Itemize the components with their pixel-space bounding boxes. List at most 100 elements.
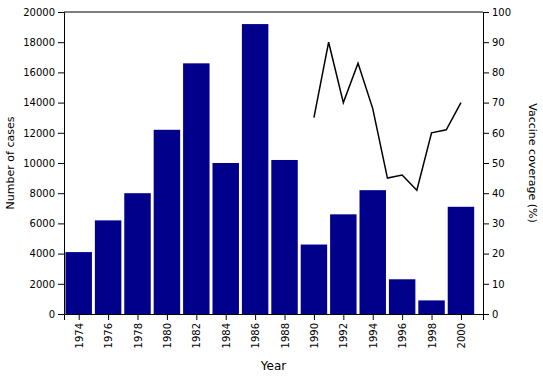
tick: 70 xyxy=(483,97,505,108)
tick: 20 xyxy=(483,248,505,259)
tick: 50 xyxy=(483,158,505,169)
bar xyxy=(271,160,297,314)
tick-mark xyxy=(58,42,64,43)
x-axis-line xyxy=(65,315,484,321)
tick: 100 xyxy=(483,7,511,18)
tick-label: 40 xyxy=(492,188,505,199)
y2-axis-title: Vaccine coverage (%) xyxy=(526,103,539,222)
tick: 1984 xyxy=(221,314,232,348)
tick: 1978 xyxy=(133,314,144,348)
bar xyxy=(124,193,150,314)
tick-mark xyxy=(58,133,64,134)
tick-label: 2000 xyxy=(30,279,55,290)
y-axis-line xyxy=(58,13,65,315)
tick-mark xyxy=(343,314,344,320)
tick: 1980 xyxy=(162,314,173,348)
tick: 2000 xyxy=(456,314,467,348)
bar xyxy=(95,220,121,314)
tick: 30 xyxy=(483,218,505,229)
tick-mark xyxy=(58,223,64,224)
tick: 0 xyxy=(49,309,64,320)
tick-mark xyxy=(285,314,286,320)
tick: 10 xyxy=(483,279,505,290)
tick: 1988 xyxy=(280,314,291,348)
tick-mark xyxy=(58,314,64,315)
bar xyxy=(212,163,238,314)
tick-label: 1986 xyxy=(250,323,261,348)
tick-mark xyxy=(373,314,374,320)
tick: 1982 xyxy=(191,314,202,348)
tick: 1994 xyxy=(368,314,379,348)
tick-mark xyxy=(483,223,489,224)
bar-series xyxy=(65,24,474,314)
tick-mark xyxy=(58,72,64,73)
tick-label: 20 xyxy=(492,248,505,259)
bar xyxy=(183,63,209,314)
tick-label: 60 xyxy=(492,128,505,139)
tick-label: 50 xyxy=(492,158,505,169)
tick-label: 100 xyxy=(492,7,511,18)
bar xyxy=(389,279,415,314)
tick: 0 xyxy=(483,309,498,320)
y-axis: 0 2000 4000 6000 8000 10000 12000 14000 16000 180… xyxy=(23,7,64,320)
tick-label: 14000 xyxy=(23,97,55,108)
tick: 80 xyxy=(483,67,505,78)
bar xyxy=(65,252,91,314)
tick-label: 0 xyxy=(49,309,55,320)
tick-label: 4000 xyxy=(30,248,55,259)
tick-label: 1996 xyxy=(397,323,408,348)
tick: 1996 xyxy=(397,314,408,348)
tick: 20000 xyxy=(23,7,64,18)
tick-mark xyxy=(58,254,64,255)
tick-mark xyxy=(461,314,462,320)
tick: 16000 xyxy=(23,67,64,78)
tick-mark xyxy=(226,314,227,320)
tick-label: 0 xyxy=(492,309,498,320)
y2-axis: 0102030405060708090100 xyxy=(483,7,511,320)
tick-label: 20000 xyxy=(23,7,55,18)
tick: 6000 xyxy=(30,218,64,229)
tick: 18000 xyxy=(23,37,64,48)
tick-label: 12000 xyxy=(23,128,55,139)
y-axis-title: Number of cases xyxy=(4,116,17,209)
tick-mark xyxy=(58,103,64,104)
tick-mark xyxy=(483,42,489,43)
tick-label: 1984 xyxy=(221,323,232,348)
tick-label: 1980 xyxy=(162,323,173,348)
tick: 1998 xyxy=(427,314,438,348)
tick: 40 xyxy=(483,188,505,199)
tick: 8000 xyxy=(30,188,64,199)
tick-mark xyxy=(108,314,109,320)
tick-mark xyxy=(483,314,489,315)
tick-label: 1976 xyxy=(103,323,114,348)
bar xyxy=(418,300,444,314)
tick-label: 1978 xyxy=(133,323,144,348)
tick-mark xyxy=(314,314,315,320)
tick-label: 18000 xyxy=(23,37,55,48)
tick-mark xyxy=(167,314,168,320)
y2-axis-line xyxy=(484,13,490,315)
line xyxy=(314,42,461,190)
tick-label: 10 xyxy=(492,279,505,290)
bar xyxy=(154,130,180,314)
tick-label: 1974 xyxy=(74,323,85,348)
tick-mark xyxy=(58,284,64,285)
tick-mark xyxy=(483,12,489,13)
tick-mark xyxy=(432,314,433,320)
tick: 1990 xyxy=(309,314,320,348)
tick-mark xyxy=(483,72,489,73)
tick: 10000 xyxy=(23,158,64,169)
tick: 1976 xyxy=(103,314,114,348)
chart: 1974197619781980198219841986198819901992… xyxy=(0,0,543,378)
frame xyxy=(64,12,483,13)
tick-label: 70 xyxy=(492,97,505,108)
x-axis-title: Year xyxy=(260,359,286,373)
tick-label: 6000 xyxy=(30,218,55,229)
bar xyxy=(301,245,327,314)
tick-mark xyxy=(483,254,489,255)
tick: 12000 xyxy=(23,128,64,139)
bar xyxy=(242,24,268,314)
x-axis: 1974197619781980198219841986198819901992… xyxy=(65,314,484,348)
marks xyxy=(65,24,474,314)
tick-label: 16000 xyxy=(23,67,55,78)
